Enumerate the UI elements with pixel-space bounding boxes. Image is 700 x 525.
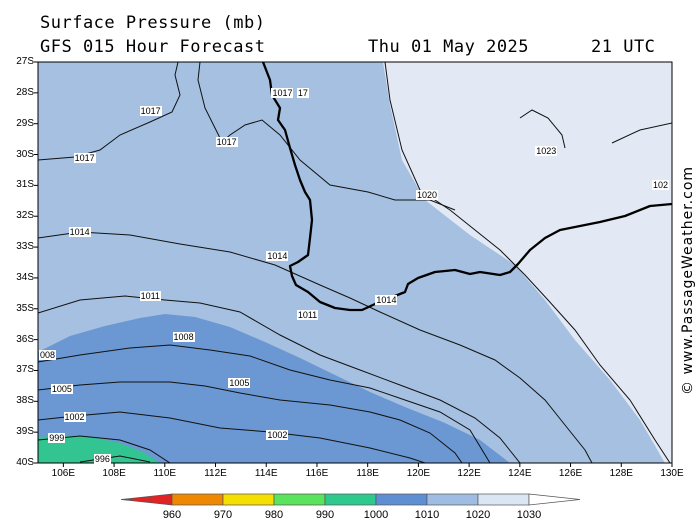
isobar-label: 999 — [48, 433, 66, 444]
lon-tick-label: 118E — [356, 468, 379, 479]
colorbar-swatch — [324, 493, 377, 506]
forecast-model: GFS 015 Hour Forecast — [40, 37, 266, 57]
isobar-label: 996 — [93, 454, 111, 464]
colorbar-label: 980 — [264, 509, 284, 521]
credit-text: © www.PassageWeather.com — [680, 165, 696, 395]
colorbar-swatch — [222, 493, 275, 506]
map-frame — [37, 61, 673, 464]
lon-tick-label: 122E — [457, 468, 481, 479]
isobar-label: 1023 — [535, 146, 558, 157]
isobar-label: 1017 — [271, 87, 294, 98]
lat-tick-label: 28S — [16, 86, 34, 98]
isobar-label: 1014 — [266, 251, 289, 262]
isobar-label: 1005 — [50, 383, 73, 394]
isobar-label: 1017 — [215, 137, 238, 148]
colorbar-label: 1020 — [465, 509, 491, 521]
colorbar-swatch — [273, 493, 326, 506]
lat-tick-label: 29S — [16, 117, 34, 129]
isobar-label: 1005 — [228, 377, 251, 388]
colorbar-swatch — [120, 493, 173, 506]
lat-tick-label: 27S — [16, 56, 34, 67]
lat-tick-label: 38S — [16, 395, 34, 407]
isobar-label: 1002 — [63, 411, 86, 422]
colorbar-label: 960 — [162, 509, 182, 521]
isobar-label: 1002 — [266, 430, 289, 441]
lon-tick-label: 110E — [153, 468, 177, 479]
lat-tick-label: 33S — [16, 241, 34, 253]
colorbar-swatch — [426, 493, 479, 506]
isobar-label: 1008 — [172, 331, 195, 342]
lon-tick-label: 128E — [609, 468, 633, 479]
colorbar-label: 990 — [315, 509, 335, 521]
forecast-date: Thu 01 May 2025 — [368, 37, 530, 57]
isobar-label: 008 — [39, 350, 57, 361]
coastline — [261, 62, 672, 312]
colorbar-label: 1010 — [414, 509, 440, 521]
fill-1000-1010 — [38, 314, 510, 463]
colorbar-label: 970 — [213, 509, 233, 521]
isobar-label: 1020 — [416, 189, 439, 200]
lon-tick-label: 130E — [660, 468, 684, 479]
lat-tick-label: 39S — [16, 426, 34, 438]
fill-990-1000 — [38, 435, 160, 463]
lon-tick-label: 108E — [102, 468, 126, 479]
colorbar-swatch — [528, 493, 581, 506]
lon-tick-label: 112E — [204, 468, 227, 479]
lon-tick-label: 116E — [305, 468, 329, 479]
isobar-label: 1014 — [375, 294, 398, 305]
isobar-label: 1017 — [139, 106, 162, 117]
forecast-time: 21 UTC — [591, 37, 656, 57]
isobar-label: 1014 — [68, 226, 91, 237]
lon-tick-label: 126E — [558, 468, 583, 479]
colorbar-label: 1000 — [363, 509, 389, 521]
lat-tick-label: 37S — [16, 364, 34, 376]
lat-tick-label: 34S — [16, 271, 34, 283]
colorbar-label: 1030 — [516, 509, 542, 521]
lat-tick-label: 32S — [16, 210, 34, 222]
lat-tick-label: 35S — [16, 302, 34, 314]
lat-tick-label: 31S — [16, 179, 34, 191]
lat-tick-label: 30S — [16, 148, 34, 160]
lon-tick-label: 124E — [508, 468, 532, 479]
isobar-label: 1011 — [296, 309, 319, 320]
lon-tick-label: 120E — [406, 468, 431, 479]
lat-tick-label: 40S — [16, 457, 34, 468]
colorbar-swatch — [171, 493, 224, 506]
lat-tick-label: 36S — [16, 333, 34, 345]
map-title: Surface Pressure (mb) — [40, 13, 266, 33]
isobar-label: 17 — [296, 87, 309, 98]
colorbar-swatch — [375, 493, 428, 506]
isobar-label: 1017 — [73, 152, 96, 163]
lon-tick-label: 106E — [51, 468, 76, 479]
lon-tick-label: 114E — [254, 468, 278, 479]
isobar-label: 102 — [652, 180, 670, 191]
isobar-label: 1011 — [139, 291, 161, 302]
colorbar-swatch — [477, 493, 530, 506]
